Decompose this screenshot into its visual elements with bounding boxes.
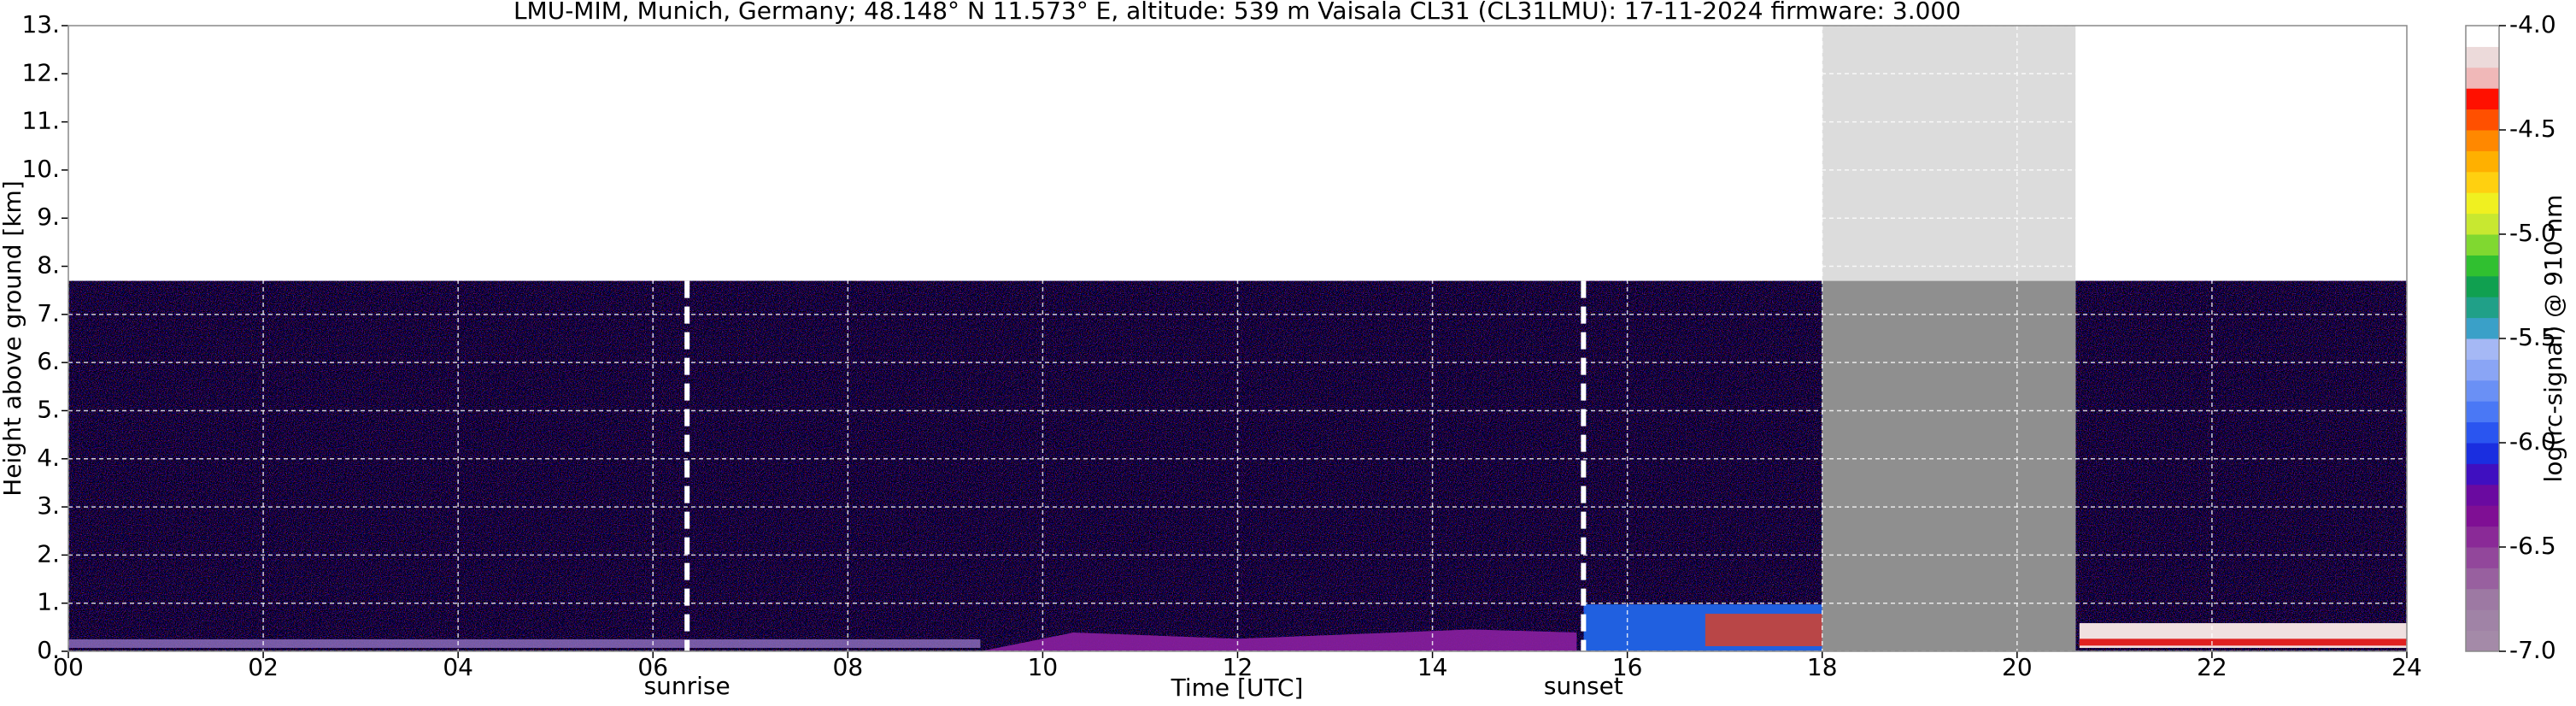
surface-layer bbox=[68, 639, 981, 648]
x-tick-label: 18 bbox=[1807, 653, 1838, 681]
annotation-label: sunrise bbox=[644, 672, 731, 700]
colorbar-swatch bbox=[2466, 463, 2499, 485]
colorbar-swatch bbox=[2466, 67, 2499, 89]
y-tick-label: 5. bbox=[37, 395, 60, 423]
colorbar-tick-label: -4.0 bbox=[2509, 10, 2556, 38]
colorbar-swatch bbox=[2466, 275, 2499, 297]
no-data-region bbox=[1822, 280, 2076, 651]
x-tick-label: 10 bbox=[1028, 653, 1059, 681]
colorbar-swatch bbox=[2466, 213, 2499, 235]
colorbar-tick-label: -4.5 bbox=[2509, 115, 2556, 143]
colorbar-swatch bbox=[2466, 379, 2499, 402]
y-tick-label: 9. bbox=[37, 203, 60, 231]
colorbar-swatch bbox=[2466, 401, 2499, 423]
colorbar-swatch bbox=[2466, 46, 2499, 68]
colorbar-swatch bbox=[2466, 359, 2499, 381]
colorbar-swatch bbox=[2466, 568, 2499, 590]
colorbar-swatch bbox=[2466, 484, 2499, 506]
chart-title: LMU-MIM, Munich, Germany; 48.148° N 11.5… bbox=[513, 0, 1961, 25]
colorbar-tick-label: -6.0 bbox=[2509, 427, 2556, 456]
x-tick-label: 08 bbox=[833, 653, 864, 681]
aerosol-layer bbox=[1705, 614, 1822, 646]
signal-noise bbox=[68, 280, 1822, 651]
x-tick-label: 02 bbox=[248, 653, 279, 681]
colorbar-swatch bbox=[2466, 171, 2499, 193]
colorbar-swatch bbox=[2466, 443, 2499, 464]
colorbar-tick-label: -5.0 bbox=[2509, 219, 2556, 247]
y-tick-label: 12. bbox=[21, 58, 60, 86]
y-tick-label: 7. bbox=[37, 299, 60, 327]
colorbar-swatch bbox=[2466, 588, 2499, 610]
colorbar-swatch bbox=[2466, 26, 2499, 47]
x-tick-label: 22 bbox=[2197, 653, 2227, 681]
colorbar-swatch bbox=[2466, 505, 2499, 527]
y-tick-label: 1. bbox=[37, 588, 60, 616]
aerosol-layer bbox=[2079, 638, 2407, 646]
colorbar-swatch bbox=[2466, 547, 2499, 568]
y-tick-label: 0. bbox=[37, 636, 60, 664]
aerosol-layer bbox=[980, 629, 1577, 651]
colorbar-swatch bbox=[2466, 526, 2499, 548]
signal-noise bbox=[2075, 280, 2407, 651]
y-tick-label: 11. bbox=[21, 107, 60, 135]
plot-frame bbox=[67, 25, 2408, 652]
colorbar-swatch bbox=[2466, 150, 2499, 173]
y-tick-label: 4. bbox=[37, 444, 60, 472]
colorbar-swatch bbox=[2466, 88, 2499, 110]
y-tick-label: 6. bbox=[37, 347, 60, 375]
colorbar-swatch bbox=[2466, 609, 2499, 632]
colorbar-label: log(rc-signal) @ 910 nm bbox=[2539, 195, 2567, 483]
y-tick-label: 13. bbox=[21, 10, 60, 38]
x-tick-label: 12 bbox=[1223, 653, 1253, 681]
x-axis-label: Time [UTC] bbox=[1171, 674, 1304, 702]
colorbar-swatch bbox=[2466, 421, 2499, 444]
colorbar-tick-label: -7.0 bbox=[2509, 636, 2556, 664]
x-tick-label: 00 bbox=[53, 653, 84, 681]
y-tick-label: 10. bbox=[21, 155, 60, 183]
x-tick-label: 14 bbox=[1417, 653, 1448, 681]
colorbar-swatch bbox=[2466, 109, 2499, 131]
y-axis-label: Height above ground [km] bbox=[0, 180, 26, 497]
colorbar-swatch bbox=[2466, 297, 2499, 319]
colorbar-swatch bbox=[2466, 317, 2499, 339]
colorbar-tick-label: -6.5 bbox=[2509, 532, 2556, 560]
x-tick-label: 04 bbox=[443, 653, 473, 681]
colorbar-swatch bbox=[2466, 338, 2499, 360]
colorbar-swatch bbox=[2466, 234, 2499, 256]
y-tick-label: 3. bbox=[37, 491, 60, 520]
x-tick-label: 16 bbox=[1612, 653, 1643, 681]
colorbar-swatch bbox=[2466, 630, 2499, 652]
colorbar-swatch bbox=[2466, 255, 2499, 277]
y-tick-label: 8. bbox=[37, 251, 60, 279]
x-tick-label: 24 bbox=[2391, 653, 2422, 681]
x-tick-label: 06 bbox=[637, 653, 668, 681]
colorbar-swatch bbox=[2466, 130, 2499, 151]
annotation-label: sunset bbox=[1544, 672, 1623, 700]
x-tick-label: 20 bbox=[2002, 653, 2033, 681]
colorbar-tick-label: -5.5 bbox=[2509, 323, 2556, 351]
colorbar-swatch bbox=[2466, 192, 2499, 215]
y-tick-label: 2. bbox=[37, 539, 60, 568]
